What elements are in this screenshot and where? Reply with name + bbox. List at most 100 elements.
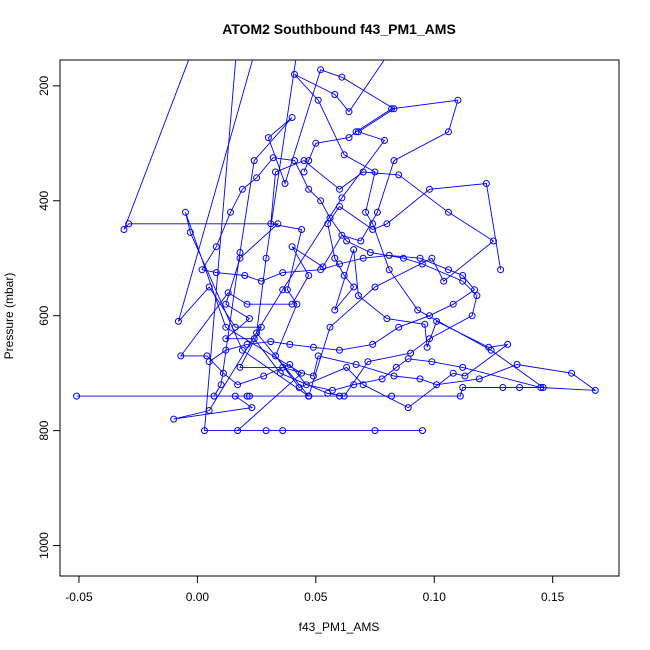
- data-point: [445, 208, 452, 216]
- data-point: [222, 346, 230, 354]
- data-point: [288, 243, 296, 251]
- data-point: [331, 91, 339, 98]
- data-point: [205, 358, 213, 366]
- x-axis-label: f43_PM1_AMS: [299, 620, 380, 634]
- data-point: [125, 220, 133, 228]
- data-point: [416, 375, 424, 383]
- data-point: [371, 168, 379, 176]
- series-group: [73, 43, 547, 435]
- data-point: [281, 180, 289, 187]
- data-point: [357, 237, 365, 245]
- data-point: [177, 352, 185, 360]
- data-point: [362, 208, 370, 216]
- series-line: [76, 60, 545, 432]
- series-group: [253, 60, 512, 412]
- data-point: [295, 384, 303, 391]
- data-point: [395, 323, 403, 331]
- data-point: [269, 154, 277, 162]
- data-point: [262, 427, 270, 435]
- data-point: [238, 185, 246, 193]
- data-point: [343, 237, 351, 245]
- data-point: [485, 343, 493, 351]
- data-point: [404, 355, 412, 363]
- data-point: [241, 272, 249, 279]
- data-point: [298, 226, 306, 233]
- x-tick-label: 0.00: [186, 590, 210, 604]
- data-point: [246, 392, 253, 400]
- data-point: [473, 292, 481, 300]
- data-point: [291, 157, 298, 165]
- data-point: [456, 392, 464, 400]
- data-point: [416, 254, 424, 262]
- data-point: [352, 128, 360, 136]
- plot-frame: [59, 59, 620, 577]
- data-point: [497, 266, 505, 274]
- data-point: [475, 375, 483, 383]
- x-tick-label: 0.10: [423, 590, 447, 604]
- data-point: [383, 315, 391, 323]
- data-point: [222, 300, 230, 308]
- data-point: [260, 372, 268, 380]
- data-point: [459, 272, 467, 279]
- data-point: [317, 66, 325, 74]
- data-point: [359, 381, 367, 389]
- data-point: [174, 317, 182, 325]
- data-point: [314, 352, 322, 360]
- series-group: [120, 60, 481, 400]
- data-point: [231, 392, 239, 400]
- y-axis-label: Pressure (mbar): [2, 273, 16, 360]
- data-point: [440, 277, 448, 285]
- data-point: [390, 372, 398, 380]
- chart-title: ATOM2 Southbound f43_PM1_AMS: [222, 21, 456, 37]
- data-point: [236, 254, 244, 262]
- data-point: [238, 346, 246, 354]
- data-point: [274, 220, 282, 228]
- data-point: [309, 372, 317, 380]
- data-point: [371, 427, 379, 435]
- data-point: [250, 335, 258, 343]
- data-point: [391, 43, 397, 49]
- data-point: [279, 269, 287, 277]
- data-point: [468, 312, 476, 320]
- data-point: [279, 363, 287, 371]
- data-point: [267, 338, 275, 346]
- data-point: [459, 363, 467, 371]
- data-point: [212, 269, 220, 277]
- data-point: [433, 317, 441, 325]
- data-point: [205, 407, 213, 414]
- data-point: [201, 427, 208, 435]
- y-tick-label: 1000: [37, 532, 51, 559]
- data-point: [257, 277, 265, 285]
- data-point: [253, 174, 261, 182]
- data-point: [203, 352, 211, 360]
- data-point: [338, 73, 346, 81]
- data-point: [198, 266, 206, 274]
- data-point: [120, 226, 128, 233]
- data-point: [210, 392, 218, 400]
- data-point: [516, 384, 523, 391]
- data-point: [236, 363, 244, 371]
- data-point: [338, 194, 346, 202]
- series-line: [123, 60, 478, 397]
- data-point: [326, 214, 334, 222]
- data-point: [383, 220, 391, 228]
- data-point: [449, 300, 457, 308]
- data-point: [305, 185, 313, 193]
- data-point: [182, 208, 189, 216]
- data-point: [373, 208, 381, 216]
- data-point: [317, 266, 325, 274]
- data-point: [283, 286, 291, 294]
- data-point: [364, 358, 372, 366]
- y-tick-label: 600: [37, 305, 51, 325]
- data-point: [212, 243, 220, 251]
- data-point: [264, 134, 272, 142]
- data-point: [445, 266, 452, 274]
- data-point: [340, 272, 348, 279]
- x-tick-label: -0.05: [65, 590, 93, 604]
- data-point: [426, 335, 433, 343]
- data-point: [445, 128, 452, 136]
- data-point: [385, 266, 393, 274]
- data-point: [205, 283, 213, 291]
- data-point: [390, 157, 398, 165]
